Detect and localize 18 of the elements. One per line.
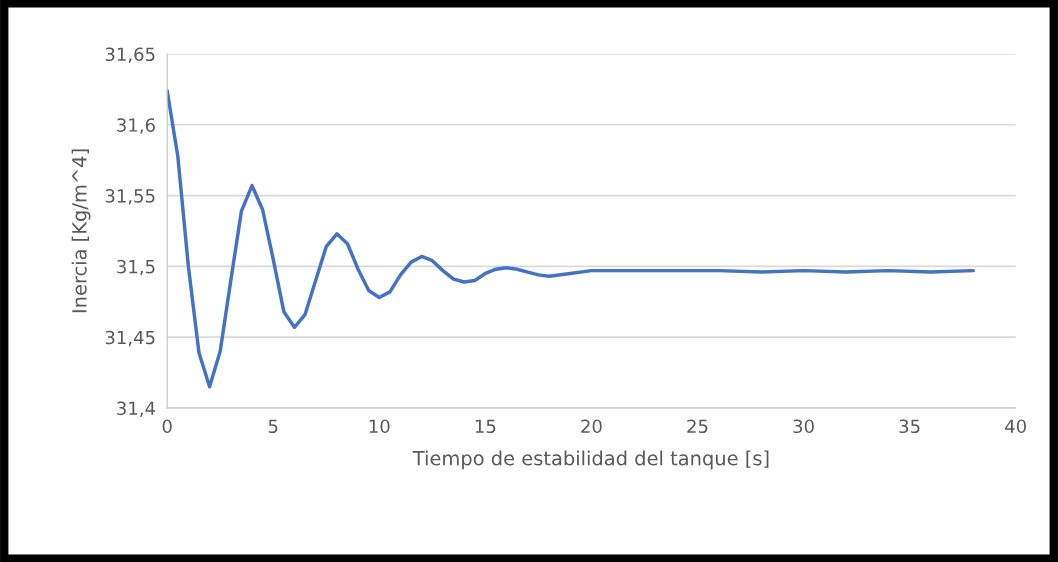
y-tick-label: 31,65	[105, 47, 155, 63]
y-tick-label: 31,45	[105, 330, 155, 347]
x-tick-label: 35	[899, 419, 920, 434]
x-tick-label: 15	[475, 419, 496, 434]
y-axis-title: Inercia [Kg/m^4]	[71, 149, 91, 313]
line-series	[167, 89, 975, 389]
x-tick-label: 30	[793, 419, 814, 434]
y-tick-label: 31,6	[117, 118, 155, 134]
x-tick-label: 25	[687, 419, 708, 434]
x-axis-title: Tiempo de estabilidad del tanque [s]	[412, 450, 769, 470]
x-tick-label: 10	[369, 419, 390, 434]
y-tick-label: 31,55	[105, 189, 155, 205]
x-tick-label: 40	[1005, 419, 1026, 434]
x-tick-label: 5	[268, 419, 278, 434]
y-tick-label: 31,4	[117, 401, 156, 417]
x-tick-label: 0	[162, 419, 172, 434]
y-tick-label: 31,5	[117, 259, 155, 276]
x-tick-label: 20	[581, 419, 602, 434]
